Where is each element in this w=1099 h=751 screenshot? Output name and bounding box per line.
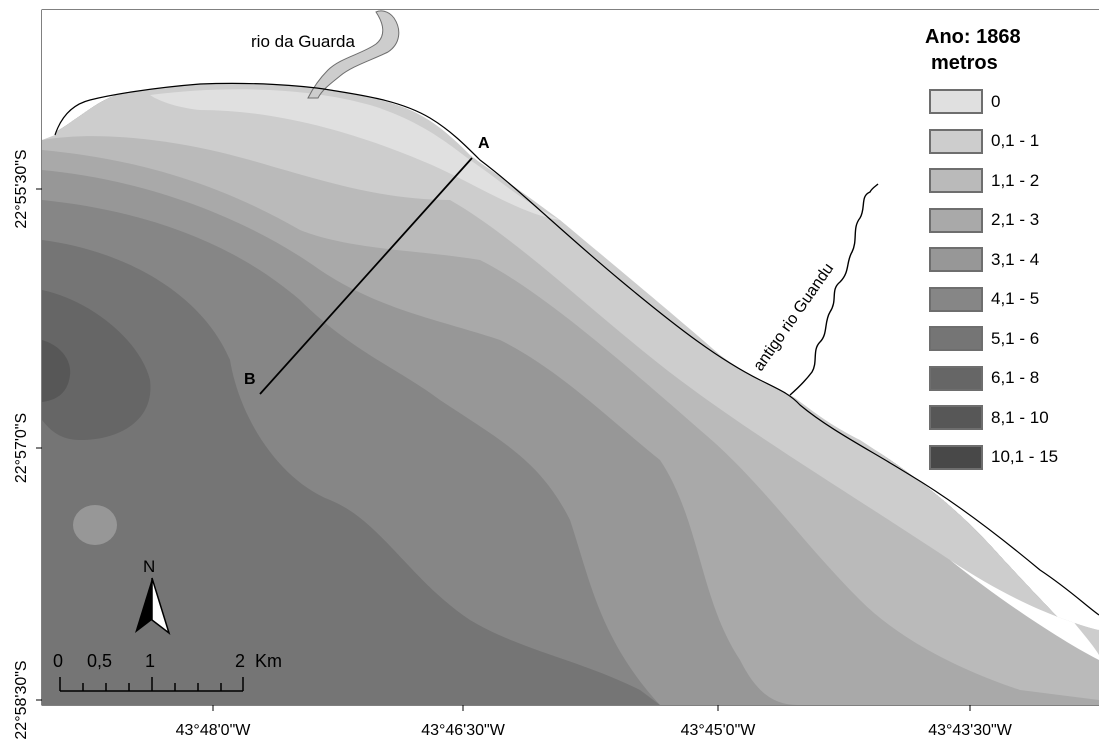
point-b-label: B (244, 371, 256, 388)
legend-swatch (929, 444, 983, 470)
scale-tick-1: 1 (145, 651, 155, 671)
legend-item: 1,1 - 2 (921, 161, 1096, 201)
legend-label: 3,1 - 4 (991, 249, 1040, 269)
legend-label: 4,1 - 5 (991, 289, 1040, 309)
depth-zones (42, 10, 1099, 705)
transect-line (259, 157, 473, 395)
legend-swatch (929, 326, 983, 352)
scale-tick-0-5: 0,5 (87, 651, 112, 671)
river-guarda (307, 10, 400, 99)
legend-swatch (929, 405, 983, 431)
legend-swatch (929, 168, 983, 194)
water-zone-0 (150, 89, 560, 220)
legend-swatch (929, 286, 983, 312)
legend-unit: metros (931, 52, 998, 74)
legend-swatch (929, 128, 983, 154)
water-zone-6-8 (42, 290, 151, 440)
legend-item: 5,1 - 6 (921, 319, 1096, 359)
river-guandu (789, 183, 879, 396)
legend-label: 0,1 - 1 (991, 131, 1040, 151)
water-zone-1-2 (42, 83, 1099, 701)
legend-item: 10,1 - 15 (921, 438, 1096, 478)
x-tick-4: 43°43'30"W (928, 722, 1013, 739)
scale-tick-0: 0 (53, 651, 63, 671)
legend-swatch (929, 89, 983, 115)
legend-item: 3,1 - 4 (921, 240, 1096, 280)
legend-item: 0 (921, 82, 1096, 122)
legend-label: 8,1 - 10 (991, 407, 1049, 427)
north-label: N (143, 557, 155, 576)
y-tick-1: 22°55'30"S (13, 149, 30, 228)
legend-label: 6,1 - 8 (991, 368, 1040, 388)
legend-swatch (929, 247, 983, 273)
legend-item: 0,1 - 1 (921, 122, 1096, 162)
legend-label: 5,1 - 6 (991, 328, 1040, 348)
legend-label: 0 (991, 91, 1001, 111)
legend-swatch (929, 365, 983, 391)
y-tick-3: 22°58'30"S (13, 660, 30, 739)
legend-title: Ano: 1868 (925, 26, 1021, 48)
legend-item: 2,1 - 3 (921, 201, 1096, 241)
shoal (73, 505, 117, 545)
y-tick-2: 22°57'0"S (13, 413, 30, 483)
legend-item: 8,1 - 10 (921, 398, 1096, 438)
coastline (54, 82, 1099, 616)
legend-label: 1,1 - 2 (991, 170, 1040, 190)
north-arrow-icon: N (135, 557, 171, 636)
scale-unit: Km (255, 651, 282, 671)
legend-item: 6,1 - 8 (921, 359, 1096, 399)
x-tick-1: 43°48'0"W (176, 722, 252, 739)
x-tick-2: 43°46'30"W (421, 722, 506, 739)
legend-swatch (929, 207, 983, 233)
point-a-label: A (478, 135, 490, 152)
legend-items: 0 0,1 - 1 1,1 - 2 2,1 - 3 3,1 - 4 4,1 - 5 5,1 … (921, 82, 1096, 477)
land-area (42, 10, 1099, 660)
legend-item: 4,1 - 5 (921, 280, 1096, 320)
river-guarda-label: rio da Guarda (251, 32, 355, 51)
legend: Ano: 1868 metros 0 0,1 - 1 1,1 - 2 2,1 - 3 3… (921, 24, 1096, 477)
scale-tick-2: 2 (235, 651, 245, 671)
scale-bar: 0 0,5 1 2 Km (53, 651, 282, 692)
land-west (42, 60, 63, 134)
legend-label: 2,1 - 3 (991, 210, 1040, 230)
x-tick-3: 43°45'0"W (681, 722, 757, 739)
water-zone-8-10 (42, 340, 71, 402)
legend-label: 10,1 - 15 (991, 447, 1059, 467)
